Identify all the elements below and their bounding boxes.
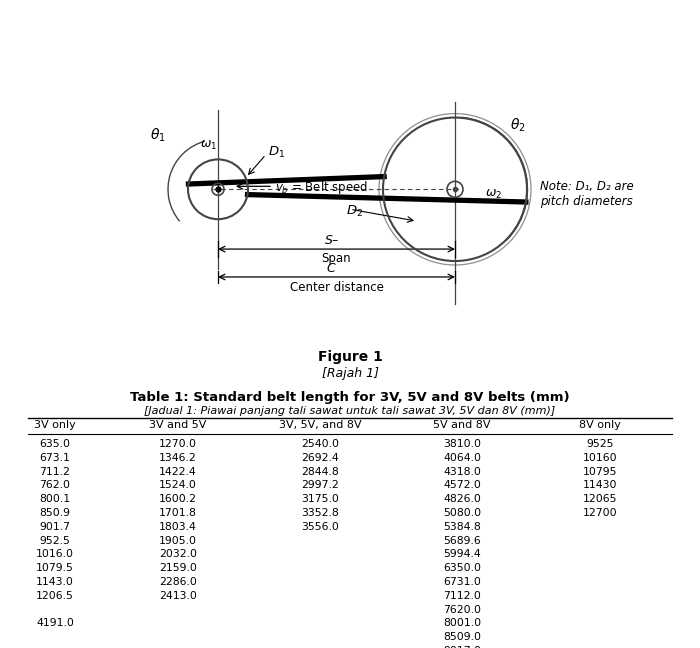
Text: [Rajah 1]: [Rajah 1] bbox=[321, 367, 379, 380]
Text: 4318.0: 4318.0 bbox=[443, 467, 481, 477]
Text: Table 1: Standard belt length for 3V, 5V and 8V belts (mm): Table 1: Standard belt length for 3V, 5V… bbox=[130, 391, 570, 404]
Text: 4826.0: 4826.0 bbox=[443, 494, 481, 504]
Text: $D_2$: $D_2$ bbox=[346, 204, 363, 219]
Text: 6350.0: 6350.0 bbox=[443, 563, 481, 573]
Text: 4572.0: 4572.0 bbox=[443, 480, 481, 491]
Text: 1803.4: 1803.4 bbox=[159, 522, 197, 532]
Text: 1701.8: 1701.8 bbox=[159, 508, 197, 518]
Text: 1016.0: 1016.0 bbox=[36, 550, 74, 559]
Text: $\theta_1$: $\theta_1$ bbox=[150, 126, 166, 144]
Text: $\omega_2$: $\omega_2$ bbox=[485, 189, 502, 202]
Text: 1524.0: 1524.0 bbox=[159, 480, 197, 491]
Text: 10160: 10160 bbox=[582, 453, 617, 463]
Text: 673.1: 673.1 bbox=[40, 453, 71, 463]
Text: $C$: $C$ bbox=[326, 262, 337, 275]
Text: Center distance: Center distance bbox=[290, 281, 384, 294]
Text: 1079.5: 1079.5 bbox=[36, 563, 74, 573]
Text: 2159.0: 2159.0 bbox=[159, 563, 197, 573]
Text: 5V and 8V: 5V and 8V bbox=[433, 420, 491, 430]
Text: 3V and 5V: 3V and 5V bbox=[149, 420, 206, 430]
Text: 11430: 11430 bbox=[582, 480, 617, 491]
Text: 3V only: 3V only bbox=[34, 420, 76, 430]
Text: 3V, 5V, and 8V: 3V, 5V, and 8V bbox=[279, 420, 361, 430]
Text: 4064.0: 4064.0 bbox=[443, 453, 481, 463]
Text: 12065: 12065 bbox=[582, 494, 617, 504]
Text: 1206.5: 1206.5 bbox=[36, 591, 74, 601]
Text: 1905.0: 1905.0 bbox=[159, 536, 197, 546]
Text: $\omega_1$: $\omega_1$ bbox=[200, 139, 217, 152]
Text: 2286.0: 2286.0 bbox=[159, 577, 197, 587]
Text: $S$–: $S$– bbox=[323, 234, 340, 247]
Text: 7112.0: 7112.0 bbox=[443, 591, 481, 601]
Text: Note: D₁, D₂ are
pitch diameters: Note: D₁, D₂ are pitch diameters bbox=[540, 180, 634, 208]
Text: $\theta_2$: $\theta_2$ bbox=[510, 117, 526, 134]
Text: 1600.2: 1600.2 bbox=[159, 494, 197, 504]
Text: 10795: 10795 bbox=[582, 467, 617, 477]
Text: 3556.0: 3556.0 bbox=[301, 522, 339, 532]
Text: 3352.8: 3352.8 bbox=[301, 508, 339, 518]
Text: 3810.0: 3810.0 bbox=[443, 439, 481, 449]
Text: 8509.0: 8509.0 bbox=[443, 632, 481, 642]
Text: 1346.2: 1346.2 bbox=[159, 453, 197, 463]
Text: $v_b$ = Belt speed: $v_b$ = Belt speed bbox=[275, 179, 368, 196]
Text: 2997.2: 2997.2 bbox=[301, 480, 339, 491]
Text: 762.0: 762.0 bbox=[39, 480, 71, 491]
Text: 8V only: 8V only bbox=[579, 420, 621, 430]
Text: 3175.0: 3175.0 bbox=[301, 494, 339, 504]
Text: $D_1$: $D_1$ bbox=[268, 145, 285, 159]
Text: 7620.0: 7620.0 bbox=[443, 605, 481, 614]
Text: 2413.0: 2413.0 bbox=[159, 591, 197, 601]
Text: 901.7: 901.7 bbox=[39, 522, 71, 532]
Text: 12700: 12700 bbox=[582, 508, 617, 518]
Text: 5384.8: 5384.8 bbox=[443, 522, 481, 532]
Text: 1270.0: 1270.0 bbox=[159, 439, 197, 449]
Text: 850.9: 850.9 bbox=[39, 508, 71, 518]
Text: 8001.0: 8001.0 bbox=[443, 618, 481, 629]
Text: 4191.0: 4191.0 bbox=[36, 618, 74, 629]
Text: [Jadual 1: Piawai panjang tali sawat untuk tali sawat 3V, 5V dan 8V (mm)]: [Jadual 1: Piawai panjang tali sawat unt… bbox=[144, 406, 556, 416]
Text: 2844.8: 2844.8 bbox=[301, 467, 339, 477]
Text: 2692.4: 2692.4 bbox=[301, 453, 339, 463]
Text: 711.2: 711.2 bbox=[40, 467, 71, 477]
Text: 5689.6: 5689.6 bbox=[443, 536, 481, 546]
Text: 1143.0: 1143.0 bbox=[36, 577, 74, 587]
Text: 2540.0: 2540.0 bbox=[301, 439, 339, 449]
Text: 1422.4: 1422.4 bbox=[159, 467, 197, 477]
Text: 2032.0: 2032.0 bbox=[159, 550, 197, 559]
Text: 5080.0: 5080.0 bbox=[443, 508, 481, 518]
Text: 635.0: 635.0 bbox=[39, 439, 71, 449]
Text: 6731.0: 6731.0 bbox=[443, 577, 481, 587]
Text: Figure 1: Figure 1 bbox=[318, 350, 382, 364]
Text: Span: Span bbox=[322, 252, 351, 265]
Text: 952.5: 952.5 bbox=[40, 536, 71, 546]
Text: 9017.0: 9017.0 bbox=[443, 646, 481, 648]
Text: 5994.4: 5994.4 bbox=[443, 550, 481, 559]
Text: 9525: 9525 bbox=[587, 439, 614, 449]
Text: 800.1: 800.1 bbox=[39, 494, 71, 504]
